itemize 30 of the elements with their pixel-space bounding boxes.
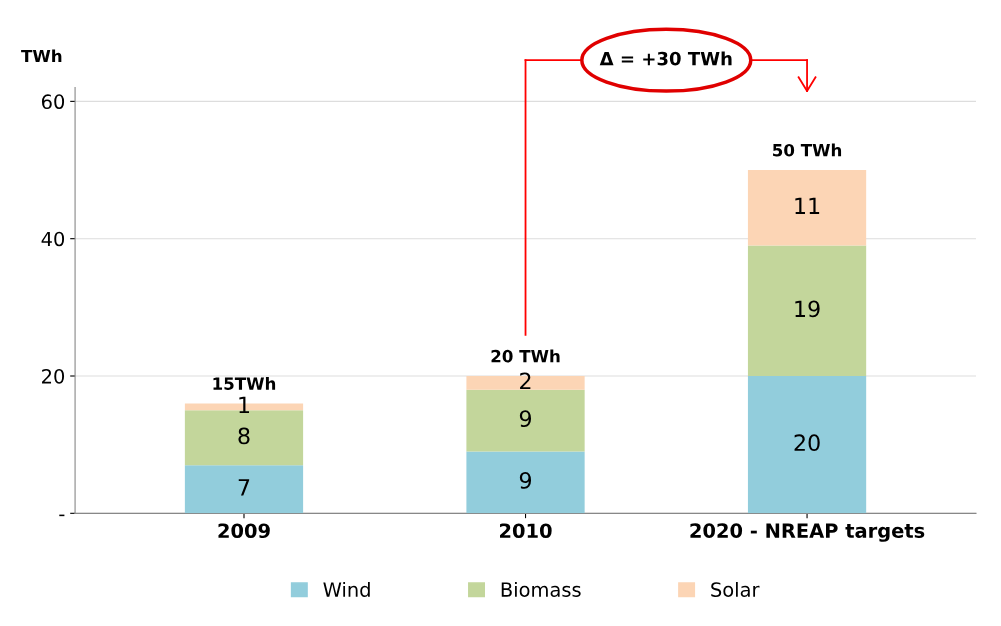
legend-label: Solar	[711, 581, 760, 597]
total-label: 20 TWh	[491, 349, 560, 363]
bar	[466, 451, 585, 514]
total-label: 15TWh	[213, 377, 276, 390]
y-axis-title: TWh	[21, 49, 62, 63]
total-label: 50 TWh	[773, 143, 842, 157]
x-tick-label: 2009	[218, 523, 270, 539]
x-tick-label: 2010	[500, 523, 552, 539]
data-label: 9	[519, 472, 532, 489]
bar	[747, 245, 867, 376]
bar	[747, 376, 867, 514]
data-label: 1	[239, 396, 250, 414]
data-label: 19	[795, 300, 820, 318]
legend-label: Biomass	[501, 581, 581, 597]
bar	[747, 170, 867, 246]
bar	[466, 389, 585, 452]
x-tick-label: 2020 - NREAP targets	[690, 523, 925, 542]
data-label: 2	[520, 372, 531, 389]
y-tick-label: 40	[41, 231, 65, 247]
data-label: 11	[795, 197, 820, 214]
legend-label: Wind	[323, 581, 370, 597]
y-tick-label: 60	[41, 94, 65, 110]
bar	[184, 465, 304, 514]
data-label: 7	[238, 479, 250, 496]
data-label: 20	[794, 434, 820, 452]
text: Δ = +30 TWh	[599, 51, 732, 66]
y-tick-label: -	[59, 514, 65, 517]
y-tick-label: 20	[42, 368, 65, 384]
data-label: 8	[238, 427, 250, 445]
data-label: 9	[519, 410, 532, 428]
